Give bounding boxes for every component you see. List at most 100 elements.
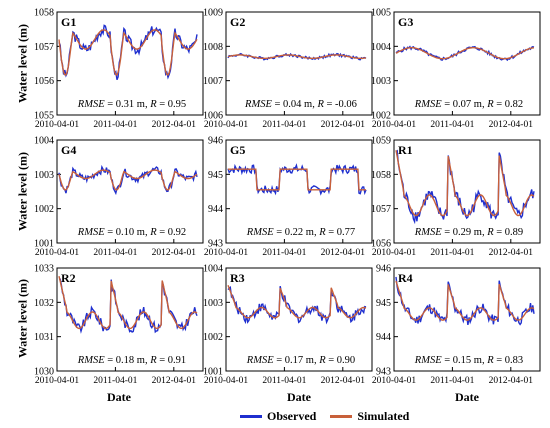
x-tick-label-g2-1: 2011-04-01 [262, 120, 306, 130]
metrics-g5: RMSE = 0.22 m, R = 0.77 [246, 227, 355, 238]
metrics-g3: RMSE = 0.07 m, R = 0.82 [414, 99, 523, 110]
metric-value: = 0.22 m, [274, 227, 320, 238]
y-tick-label-r4-3: 946 [376, 264, 391, 275]
y-tick-label-r2-0: 1030 [34, 367, 54, 378]
y-tick-label-g5-2: 945 [208, 170, 223, 181]
metric-value: = 0.17 m, [274, 355, 320, 366]
metric-symbol: R [318, 355, 326, 366]
y-tick-label-g2-0: 1006 [203, 111, 223, 122]
x-tick-label-g5-0: 2010-04-01 [204, 248, 249, 258]
metric-symbol: RMSE [244, 99, 272, 110]
x-tick-label-g3-0: 2010-04-01 [372, 120, 417, 130]
metric-value: = 0.83 [494, 355, 524, 366]
panel-id-g4: G4 [61, 143, 76, 157]
y-tick-label-g5-1: 944 [208, 204, 223, 215]
metrics-g4: RMSE = 0.10 m, R = 0.92 [77, 227, 186, 238]
metric-value: = 0.91 [157, 355, 187, 366]
y-tick-label-r4-0: 943 [376, 367, 391, 378]
series-simulated-r3 [227, 284, 367, 319]
panel-id-g5: G5 [230, 143, 245, 157]
x-axis-title-col-2: Date [287, 390, 311, 404]
y-axis-title-row-2: Water level (m) [15, 151, 30, 232]
metrics-g2: RMSE = 0.04 m, R = -0.06 [244, 99, 357, 110]
legend-item-observed: Observed [240, 409, 316, 424]
metric-symbol: R [316, 99, 324, 110]
metric-symbol: RMSE [246, 227, 274, 238]
metric-value: = -0.06 [324, 99, 357, 110]
panel-id-g1: G1 [61, 15, 76, 29]
series-observed-g4 [58, 164, 198, 196]
panel-frame-g5 [225, 139, 373, 244]
metric-value: = 0.18 m, [105, 355, 151, 366]
metric-symbol: RMSE [77, 227, 105, 238]
x-tick-label-r2-0: 2010-04-01 [35, 376, 80, 386]
metric-value: = 0.07 m, [442, 99, 488, 110]
panel-id-r2: R2 [61, 271, 76, 285]
x-tick-label-r4-0: 2010-04-01 [372, 376, 417, 386]
panel-frame-g2 [225, 11, 373, 116]
y-tick-label-g1-0: 1055 [34, 111, 54, 122]
x-tick-label-g4-1: 2011-04-01 [93, 248, 137, 258]
series-simulated-r2 [58, 276, 198, 330]
panel-id-r4: R4 [398, 271, 413, 285]
y-tick-label-r3-2: 1003 [203, 298, 223, 309]
x-axis-title-col-1: Date [107, 390, 131, 404]
y-tick-label-r4-1: 944 [376, 332, 391, 343]
series-simulated-r4 [395, 280, 535, 321]
panel-frame-g4 [56, 139, 204, 244]
panel-id-g2: G2 [230, 15, 245, 29]
metric-value: = 0.29 m, [442, 227, 488, 238]
y-tick-label-g1-3: 1058 [34, 8, 54, 19]
y-tick-label-g1-2: 1057 [34, 42, 54, 53]
series-observed-r2 [58, 278, 198, 334]
y-tick-label-r3-1: 1002 [203, 332, 223, 343]
y-tick-label-r1-2: 1058 [371, 170, 391, 181]
x-tick-label-r4-1: 2011-04-01 [430, 376, 474, 386]
series-observed-r4 [395, 276, 535, 326]
x-tick-label-r1-0: 2010-04-01 [372, 248, 417, 258]
x-tick-label-g3-1: 2011-04-01 [430, 120, 474, 130]
legend-label-observed: Observed [267, 408, 317, 423]
series-simulated-g4 [58, 169, 198, 191]
metric-symbol: R [486, 227, 494, 238]
x-tick-label-g5-2: 2012-04-01 [321, 248, 366, 258]
panel-id-r1: R1 [398, 143, 413, 157]
y-tick-label-g2-2: 1008 [203, 42, 223, 53]
legend-item-simulated: Simulated [330, 409, 409, 424]
metrics-r2: RMSE = 0.18 m, R = 0.91 [77, 355, 186, 366]
y-tick-label-r3-3: 1004 [203, 264, 223, 275]
y-tick-label-r3-0: 1001 [203, 367, 223, 378]
y-tick-label-g4-0: 1001 [34, 239, 54, 250]
series-simulated-r1 [395, 150, 535, 217]
series-simulated-g5 [228, 168, 366, 191]
metric-value: = 0.90 [326, 355, 356, 366]
x-axis-title-col-3: Date [455, 390, 479, 404]
metric-symbol: RMSE [77, 99, 105, 110]
y-tick-label-r2-1: 1031 [34, 332, 54, 343]
panel-frame-r3 [225, 267, 373, 372]
metric-value: = 0.77 [326, 227, 356, 238]
metric-symbol: R [149, 99, 157, 110]
series-observed-g1 [58, 24, 198, 81]
x-tick-label-g4-0: 2010-04-01 [35, 248, 80, 258]
y-tick-label-r4-2: 945 [376, 298, 391, 309]
y-tick-label-g4-1: 1002 [34, 204, 54, 215]
y-tick-label-g4-2: 1003 [34, 170, 54, 181]
y-axis-title-row-1: Water level (m) [15, 23, 30, 104]
series-simulated-g1 [58, 29, 198, 76]
metric-value: = 0.04 m, [272, 99, 318, 110]
metric-value: = 0.92 [157, 227, 187, 238]
metrics-g1: RMSE = 0.31 m, R = 0.95 [77, 99, 186, 110]
y-tick-label-r2-2: 1032 [34, 298, 54, 309]
y-tick-label-g3-3: 1005 [371, 8, 391, 19]
panel-frame-g3 [393, 11, 541, 116]
y-tick-label-r2-3: 1033 [34, 264, 54, 275]
metric-value: = 0.31 m, [105, 99, 151, 110]
x-tick-label-g2-0: 2010-04-01 [204, 120, 249, 130]
metric-value: = 0.15 m, [442, 355, 488, 366]
metric-value: = 0.10 m, [105, 227, 151, 238]
series-simulated-g3 [395, 47, 535, 60]
y-tick-label-g5-0: 943 [208, 239, 223, 250]
x-tick-label-g4-2: 2012-04-01 [152, 248, 197, 258]
legend-swatch-simulated [330, 414, 353, 418]
